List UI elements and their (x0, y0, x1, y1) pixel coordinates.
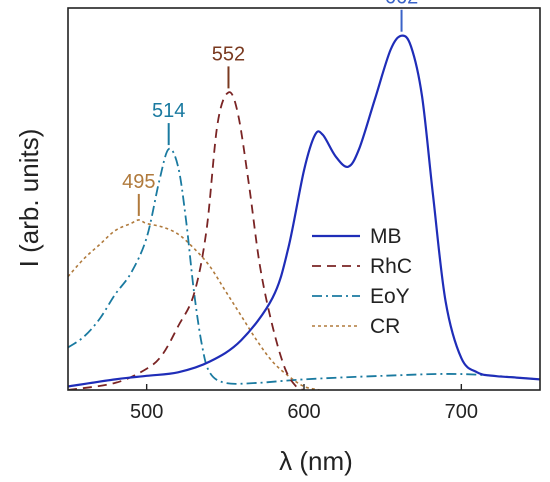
series-line-mb (68, 34, 540, 388)
y-axis-label: I (arb. units) (14, 129, 44, 268)
peak-label-495: 495 (122, 171, 155, 193)
legend: MB RhC EoY CR (312, 225, 412, 338)
x-axis-label: λ (nm) (279, 446, 353, 476)
peak-label-552: 552 (212, 43, 245, 65)
legend-label-rhc: RhC (370, 255, 412, 278)
peak-labels: 662 552 514 495 (122, 0, 418, 216)
peak-label-662: 662 (385, 0, 418, 9)
axes: 500 600 700 (67, 7, 541, 423)
legend-label-eoy: EoY (370, 285, 410, 308)
x-tick-label-500: 500 (130, 401, 163, 423)
series-line-cr (68, 219, 320, 390)
peak-label-514: 514 (152, 100, 185, 122)
x-tick-label-700: 700 (445, 401, 478, 423)
series-line-rhc (68, 91, 305, 390)
series-line-eoy (68, 147, 540, 385)
x-tick-label-600: 600 (287, 401, 320, 423)
legend-label-cr: CR (370, 315, 400, 338)
plot-area (68, 34, 540, 390)
legend-label-mb: MB (370, 225, 402, 248)
